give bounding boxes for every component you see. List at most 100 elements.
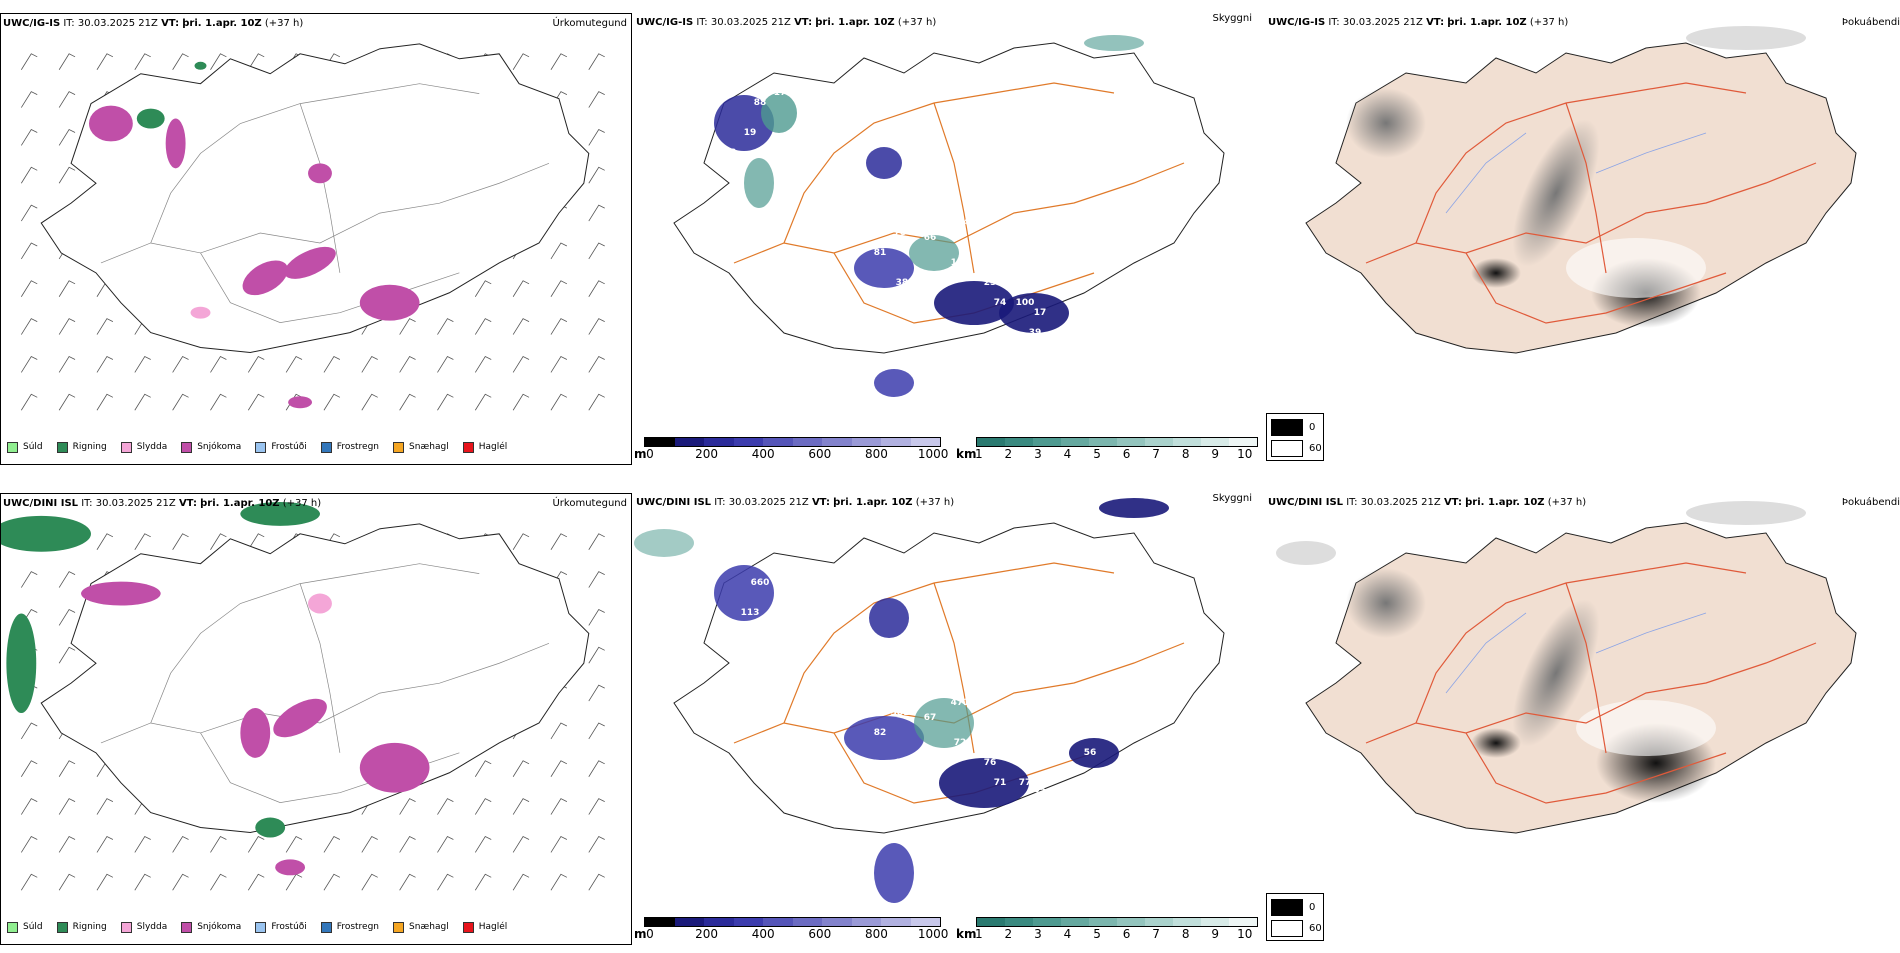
- colorbar-tick-label: 1000: [917, 447, 949, 461]
- wind-barb: [361, 873, 378, 891]
- colorbar-tick-label: 9: [1211, 927, 1220, 941]
- wind-barb: [512, 280, 530, 297]
- wind-barb: [512, 760, 530, 777]
- colorbar-km: [976, 437, 1258, 447]
- wind-barb: [437, 318, 454, 335]
- visibility-value-label: 40: [804, 688, 817, 698]
- wind-barb: [172, 533, 189, 550]
- wind-barb: [96, 798, 114, 815]
- legend-item: Snæhagl: [393, 441, 449, 453]
- fog-legend-row: 60: [1271, 920, 1322, 937]
- legend-item: Súld: [7, 921, 43, 933]
- panel-header-vis-row1: UWC/IG-IS IT: 30.03.2025 21Z VT: þri. 1.…: [636, 17, 937, 28]
- panel-header-fog-row1: UWC/IG-IS IT: 30.03.2025 21Z VT: þri. 1.…: [1268, 17, 1569, 28]
- visibility-value-label: 29: [834, 238, 847, 248]
- fog-legend-row: 60: [1271, 440, 1322, 457]
- wind-barb: [437, 835, 454, 853]
- wind-barb: [588, 835, 605, 853]
- panel-header-vis-row2: UWC/DINI ISL IT: 30.03.2025 21Z VT: þri.…: [636, 497, 955, 508]
- wind-barb: [58, 835, 76, 853]
- wind-barb: [20, 571, 38, 588]
- wind-barb: [20, 204, 38, 222]
- legend-label: Snæhagl: [409, 442, 449, 452]
- visibility-value-label: 19: [744, 128, 757, 138]
- colorbar-tick-label: 9: [1211, 447, 1220, 461]
- wind-barb: [588, 91, 605, 108]
- legend-label: Haglél: [478, 442, 508, 452]
- wind-barb: [20, 53, 38, 70]
- colorbar-tick-label: 5: [1093, 927, 1101, 941]
- visibility-value-label: 383: [896, 278, 915, 288]
- precip-title-row2: Úrkomutegund: [552, 498, 627, 509]
- visibility-value-label: 126: [801, 623, 820, 633]
- wind-barb: [58, 798, 76, 815]
- wind-barb: [588, 280, 605, 297]
- wind-barb: [285, 835, 303, 853]
- colorbar-m-row2: m 0 200 400 600 800 1000: [634, 917, 948, 953]
- wind-barb: [20, 722, 38, 740]
- colorbar-tick-label: 4: [1063, 447, 1072, 461]
- visibility-value-label: 92: [914, 638, 927, 648]
- visibility-value-label: 72: [954, 738, 967, 748]
- visibility-value-label: 42: [789, 253, 802, 263]
- visibility-value-label: 98: [789, 733, 802, 743]
- wind-barb: [20, 318, 38, 335]
- wind-barb: [20, 128, 38, 146]
- legend-item: Snjókoma: [181, 441, 241, 453]
- wind-barb: [550, 280, 568, 297]
- precip-legend-row1: Súld Rigning Slydda Snjókoma Frostúði Frostre…: [7, 439, 507, 455]
- colorbar-tick-label: 7: [1152, 447, 1160, 461]
- legend-item: Haglél: [462, 441, 508, 453]
- wind-barb: [134, 533, 151, 550]
- wind-barb: [96, 533, 114, 550]
- visibility-value-label: 32: [774, 568, 787, 578]
- legend-item: Snjókoma: [181, 921, 242, 933]
- precip-areas-row2: [1, 501, 430, 876]
- visibility-value-label: 13: [724, 148, 737, 158]
- wind-barb: [20, 242, 38, 260]
- visibility-value-label: 72: [914, 348, 927, 358]
- wind-barb: [588, 533, 605, 550]
- wind-barb: [550, 53, 568, 70]
- colorbar-m: [644, 437, 941, 447]
- legend-item: Frostúði: [255, 441, 307, 453]
- wind-barb: [58, 608, 76, 626]
- visibility-panel-row2: 660 32 80 30 113 33 33 71 126 85 40 158 98 65 82 381 67 4…: [634, 493, 1258, 945]
- legend-label: Súld: [23, 442, 43, 452]
- legend-label: Rigning: [72, 442, 107, 452]
- fog-legend-label: 60: [1309, 443, 1322, 454]
- visibility-value-label: 117: [911, 178, 930, 188]
- colorbar-km-row2: km 1 2 3 4 5 6 7 8 9 10: [956, 917, 1258, 953]
- colorbar-tick-label: 600: [808, 447, 832, 461]
- fog-legend-row: 0: [1271, 419, 1315, 436]
- visibility-value-label: 32: [1034, 788, 1047, 798]
- visibility-value-label: 54: [1054, 828, 1067, 838]
- colorbar-tick-label: 800: [865, 927, 888, 941]
- visibility-value-label: 381: [891, 708, 910, 718]
- colorbar-tick-label: 10: [1237, 447, 1253, 461]
- wind-barb: [96, 393, 114, 411]
- wind-barb: [134, 355, 151, 373]
- wind-barb: [210, 873, 227, 891]
- legend-label: Snjókoma: [197, 922, 242, 932]
- wind-barb: [247, 355, 265, 373]
- wind-barb: [512, 355, 530, 373]
- precip-panel-row2: UWC/DINI ISL IT: 30.03.2025 21Z VT: þri.…: [0, 493, 632, 945]
- colorbar-tick-label: 0: [646, 927, 654, 941]
- legend-label: Haglél: [478, 922, 508, 932]
- colorbar-tick-label: 1: [974, 447, 983, 461]
- wind-barb: [58, 128, 76, 146]
- legend-swatch: [7, 921, 18, 933]
- visibility-value-label: 104: [781, 153, 800, 163]
- legend-label: Súld: [23, 922, 43, 932]
- fog-map-row1: [1305, 26, 1857, 354]
- visibility-areas-row1: [714, 35, 1144, 397]
- visibility-value-label: 44: [939, 830, 952, 840]
- fog-legend-label: 60: [1309, 923, 1322, 934]
- colorbar-unit: km: [956, 447, 977, 461]
- colorbar-km: [976, 917, 1258, 927]
- wind-barb: [474, 280, 492, 297]
- wind-barb: [474, 835, 492, 853]
- colorbar-m-row1: m 0 200 400 600 800 1000: [634, 437, 948, 473]
- colorbar-tick-label: 400: [751, 927, 775, 941]
